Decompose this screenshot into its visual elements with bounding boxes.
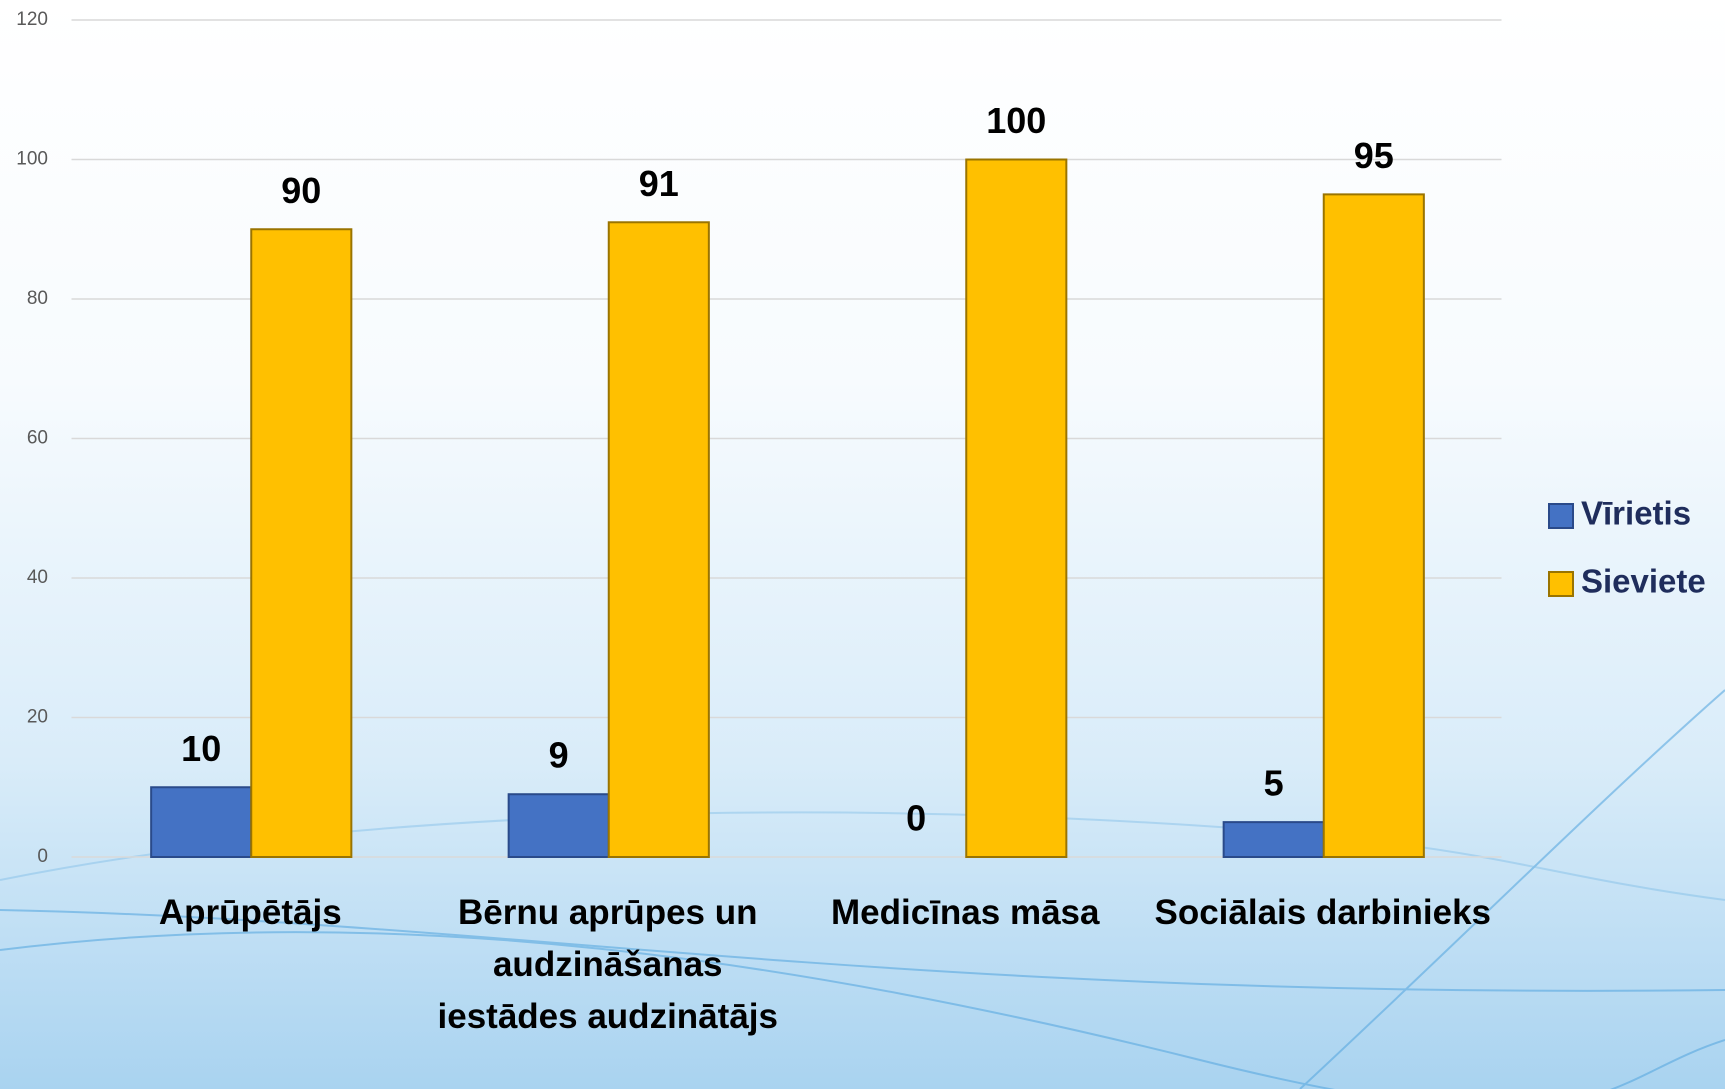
- bar: [965, 158, 1068, 858]
- bar: [150, 786, 253, 858]
- x-tick-label: Sociālais darbinieks: [1154, 893, 1492, 932]
- x-tick-label: Medicīnas māsa: [831, 893, 1100, 932]
- value-label: 95: [1354, 135, 1394, 176]
- x-tick-label: Aprūpētājs: [158, 893, 342, 932]
- value-label: 9: [549, 735, 569, 776]
- bar: [1222, 821, 1325, 858]
- value-label: 100: [986, 100, 1046, 141]
- legend-swatch: [1548, 571, 1574, 597]
- value-label: 0: [906, 798, 926, 839]
- bar: [607, 221, 710, 858]
- curve: [0, 909, 1725, 992]
- curve: [0, 931, 1725, 1089]
- y-tick-label: 20: [27, 707, 48, 728]
- bar: [250, 228, 353, 858]
- y-tick-label: 120: [16, 9, 48, 30]
- value-label: 90: [281, 170, 321, 211]
- bar: [1322, 193, 1425, 858]
- y-tick-label: 100: [16, 149, 48, 170]
- value-label: 91: [639, 163, 679, 204]
- legend-swatch: [1548, 503, 1574, 529]
- value-label: 5: [1264, 763, 1284, 804]
- curve: [1299, 689, 1725, 1089]
- x-tick-label: Bērnu aprūpes un audzināšanas iestādes a…: [437, 893, 778, 1036]
- y-tick-label: 40: [27, 567, 48, 588]
- legend-text: Sieviete: [1581, 563, 1706, 600]
- bar: [507, 793, 610, 858]
- legend-text: Vīrietis: [1581, 495, 1691, 532]
- value-label: 10: [181, 728, 221, 769]
- y-tick-label: 80: [27, 288, 48, 309]
- y-tick-label: 60: [27, 428, 48, 449]
- y-tick-label: 0: [37, 846, 48, 867]
